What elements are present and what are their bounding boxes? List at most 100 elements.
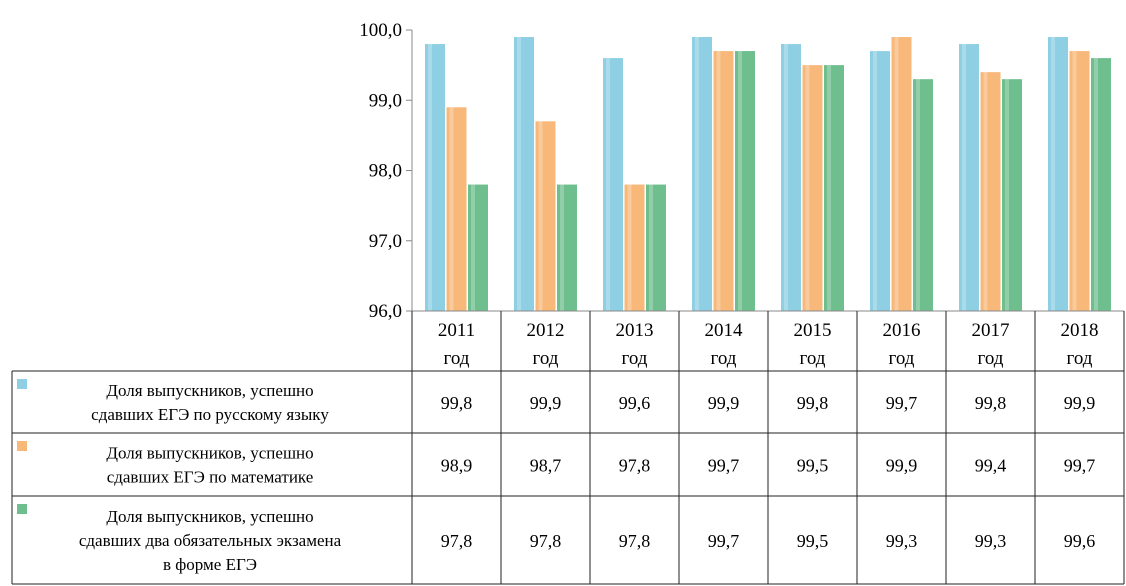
- data-label: 97,8: [530, 531, 562, 551]
- legend-swatch: [17, 441, 27, 451]
- bar: [535, 121, 556, 311]
- bar: [646, 184, 666, 311]
- bar: [468, 184, 488, 311]
- x-tick-label: год: [711, 348, 737, 369]
- data-label: 97,8: [619, 456, 651, 476]
- bar-highlight: [962, 44, 966, 312]
- bar: [692, 37, 712, 312]
- x-tick-label: год: [1067, 348, 1093, 369]
- bar-highlight: [428, 44, 432, 312]
- data-label: 99,3: [975, 531, 1007, 551]
- bar: [624, 184, 645, 311]
- data-label: 97,8: [441, 531, 473, 551]
- bar: [959, 44, 979, 312]
- legend-label: в форме ЕГЭ: [163, 555, 257, 574]
- x-tick-label: 2017: [972, 320, 1010, 341]
- bar: [870, 51, 890, 311]
- bar-highlight: [449, 107, 454, 312]
- legend-label: сдавших два обязательных экзамена: [79, 531, 342, 550]
- y-tick-label: 99,0: [369, 90, 402, 111]
- bar: [980, 72, 1001, 312]
- bar-highlight: [538, 121, 543, 311]
- bar-highlight: [805, 65, 810, 311]
- bar: [913, 79, 933, 311]
- bar: [802, 65, 823, 311]
- legend-label: Доля выпускников, успешно: [106, 444, 313, 463]
- bar-highlight: [916, 79, 920, 311]
- bar: [557, 184, 577, 311]
- legend-label: сдавших ЕГЭ по математике: [107, 468, 314, 487]
- data-label: 98,7: [530, 456, 562, 476]
- bar-highlight: [471, 184, 475, 311]
- bar-highlight: [627, 184, 632, 311]
- y-tick-label: 96,0: [369, 301, 402, 322]
- data-label: 99,5: [797, 531, 829, 551]
- legend-label: сдавших ЕГЭ по русскому языку: [91, 405, 329, 424]
- bar: [1002, 79, 1022, 311]
- data-label: 99,6: [1064, 531, 1096, 551]
- bar-highlight: [695, 37, 699, 312]
- x-tick-label: 2015: [794, 320, 832, 341]
- bar-highlight: [784, 44, 788, 312]
- data-label: 99,7: [708, 456, 740, 476]
- x-tick-label: 2012: [527, 320, 565, 341]
- bar: [1048, 37, 1068, 312]
- x-tick-label: год: [444, 348, 470, 369]
- legend-swatch: [17, 379, 27, 389]
- data-label: 98,9: [441, 456, 473, 476]
- bar: [603, 58, 623, 311]
- data-label: 97,8: [619, 531, 651, 551]
- bar: [781, 44, 801, 312]
- legend-label: Доля выпускников, успешно: [106, 381, 313, 400]
- x-tick-label: год: [889, 348, 915, 369]
- bar: [1069, 51, 1090, 311]
- bar-highlight: [560, 184, 564, 311]
- bar-highlight: [894, 37, 899, 312]
- y-tick-label: 98,0: [369, 161, 402, 182]
- data-label: 99,8: [975, 393, 1007, 413]
- x-tick-label: 2018: [1061, 320, 1099, 341]
- x-tick-label: 2016: [883, 320, 921, 341]
- bar-highlight: [827, 65, 831, 311]
- data-label: 99,7: [1064, 456, 1096, 476]
- x-tick-label: 2011: [438, 320, 475, 341]
- bar: [735, 51, 755, 311]
- bar-highlight: [1072, 51, 1077, 311]
- data-label: 99,9: [708, 393, 740, 413]
- y-tick-label: 100,0: [359, 20, 402, 41]
- bar-highlight: [517, 37, 521, 312]
- bar-highlight: [1051, 37, 1055, 312]
- bar-highlight: [738, 51, 742, 311]
- data-label: 99,7: [886, 393, 918, 413]
- legend-swatch: [17, 504, 27, 514]
- data-label: 99,5: [797, 456, 829, 476]
- x-tick-label: год: [800, 348, 826, 369]
- bar-highlight: [983, 72, 988, 312]
- data-label: 99,9: [530, 393, 562, 413]
- x-tick-label: 2014: [705, 320, 744, 341]
- bar: [425, 44, 445, 312]
- bar-highlight: [873, 51, 877, 311]
- bar: [824, 65, 844, 311]
- data-label: 99,8: [441, 393, 473, 413]
- data-label: 99,7: [708, 531, 740, 551]
- bar-highlight: [606, 58, 610, 311]
- x-tick-label: год: [533, 348, 559, 369]
- bar-highlight: [649, 184, 653, 311]
- data-label: 99,9: [1064, 393, 1096, 413]
- bar: [891, 37, 912, 312]
- x-tick-label: год: [622, 348, 648, 369]
- bar-highlight: [1005, 79, 1009, 311]
- bar: [514, 37, 534, 312]
- data-label: 99,6: [619, 393, 651, 413]
- data-label: 99,4: [975, 456, 1007, 476]
- bar-highlight: [716, 51, 721, 311]
- legend-label: Доля выпускников, успешно: [106, 507, 313, 526]
- x-tick-label: год: [978, 348, 1004, 369]
- data-label: 99,8: [797, 393, 829, 413]
- y-tick-label: 97,0: [369, 231, 402, 252]
- data-label: 99,3: [886, 531, 918, 551]
- bar: [446, 107, 467, 312]
- data-label: 99,9: [886, 456, 918, 476]
